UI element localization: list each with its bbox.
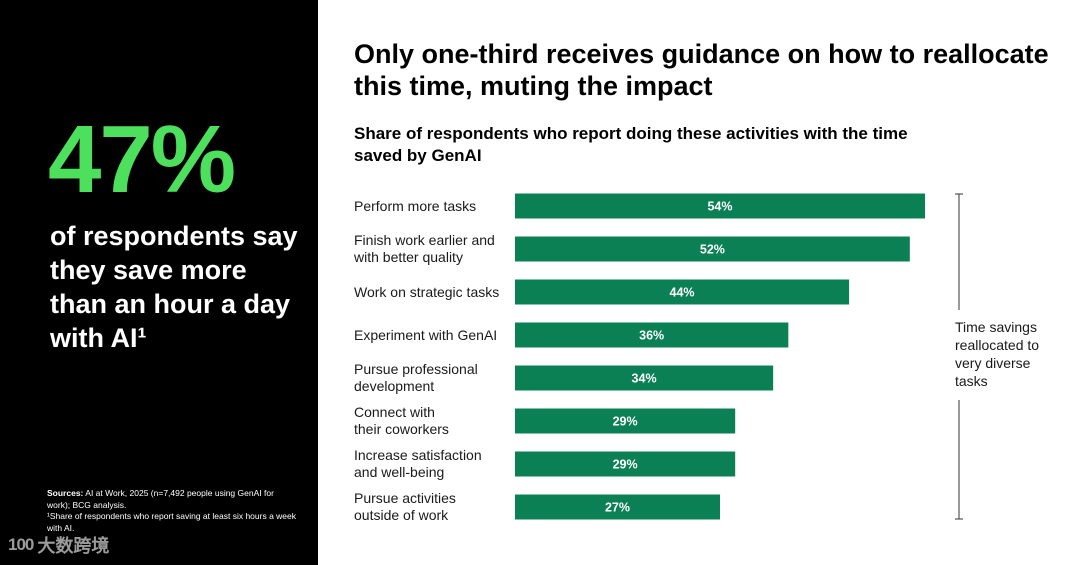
footnote: ¹Share of respondents who report saving … — [47, 511, 296, 533]
bar-5 — [515, 365, 774, 391]
bar-value-label-2: 52% — [700, 243, 725, 257]
bar-value-label-7: 29% — [613, 458, 638, 472]
bar-7 — [515, 451, 736, 477]
bar-value-label-1: 54% — [707, 200, 732, 214]
watermark-text: 大数跨境 — [37, 536, 110, 556]
sources-text: AI at Work, 2025 (n=7,492 people using G… — [47, 488, 274, 510]
bar-value-label-6: 29% — [613, 415, 638, 429]
bar-1 — [515, 193, 925, 219]
bar-value-label-4: 36% — [639, 329, 664, 343]
watermark-logo-icon: 100 — [8, 535, 34, 554]
category-label-7: Increase satisfaction and well-being — [354, 447, 482, 480]
chart-subtitle: Share of respondents who report doing th… — [354, 124, 908, 165]
category-label-4: Experiment with GenAI — [354, 326, 498, 343]
sources-note: Sources: AI at Work, 2025 (n=7,492 peopl… — [47, 488, 297, 534]
category-label-3: Work on strategic tasks — [354, 283, 500, 300]
left-panel: 47% of respondents say they save more th… — [0, 0, 318, 565]
bar-6 — [515, 408, 736, 434]
bar-8 — [515, 494, 720, 520]
bar-value-label-8: 27% — [605, 501, 630, 515]
bar-4 — [515, 322, 789, 348]
watermark: 100 大数跨境 — [8, 532, 109, 558]
bar-3 — [515, 279, 850, 305]
bar-value-label-3: 44% — [670, 286, 695, 300]
bar-value-label-5: 34% — [632, 372, 657, 386]
chart-title: Only one-third receives guidance on how … — [354, 39, 1049, 101]
category-label-2: Finish work earlier and with better quali… — [354, 232, 495, 265]
category-label-8: Pursue activities outside of work — [354, 490, 456, 523]
sources-label: Sources: — [47, 488, 84, 498]
category-label-6: Connect with their coworkers — [354, 404, 449, 437]
headline-stat: 47% — [48, 106, 236, 213]
category-label-5: Pursue professional development — [354, 361, 478, 394]
bar-2 — [515, 236, 910, 262]
category-label-1: Perform more tasks — [354, 197, 477, 214]
bracket-annotation: Time savings reallocated to very diverse… — [955, 319, 1040, 389]
headline-statement: of respondents say they save more than a… — [50, 221, 298, 353]
